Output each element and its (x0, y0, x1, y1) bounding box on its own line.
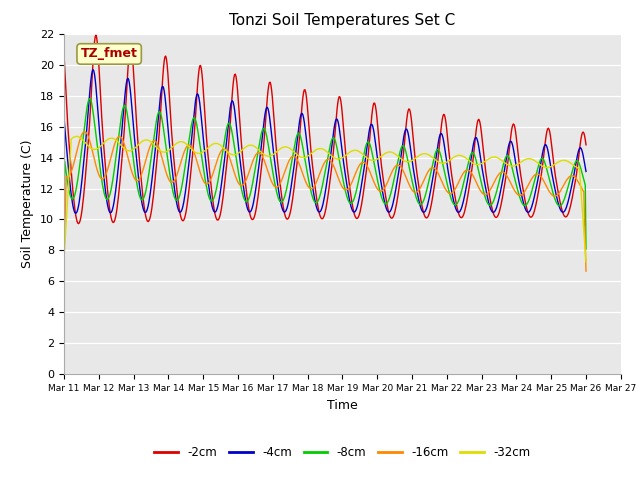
X-axis label: Time: Time (327, 399, 358, 412)
Title: Tonzi Soil Temperatures Set C: Tonzi Soil Temperatures Set C (229, 13, 456, 28)
Y-axis label: Soil Temperature (C): Soil Temperature (C) (22, 140, 35, 268)
Legend: -2cm, -4cm, -8cm, -16cm, -32cm: -2cm, -4cm, -8cm, -16cm, -32cm (150, 442, 535, 464)
Text: TZ_fmet: TZ_fmet (81, 48, 138, 60)
